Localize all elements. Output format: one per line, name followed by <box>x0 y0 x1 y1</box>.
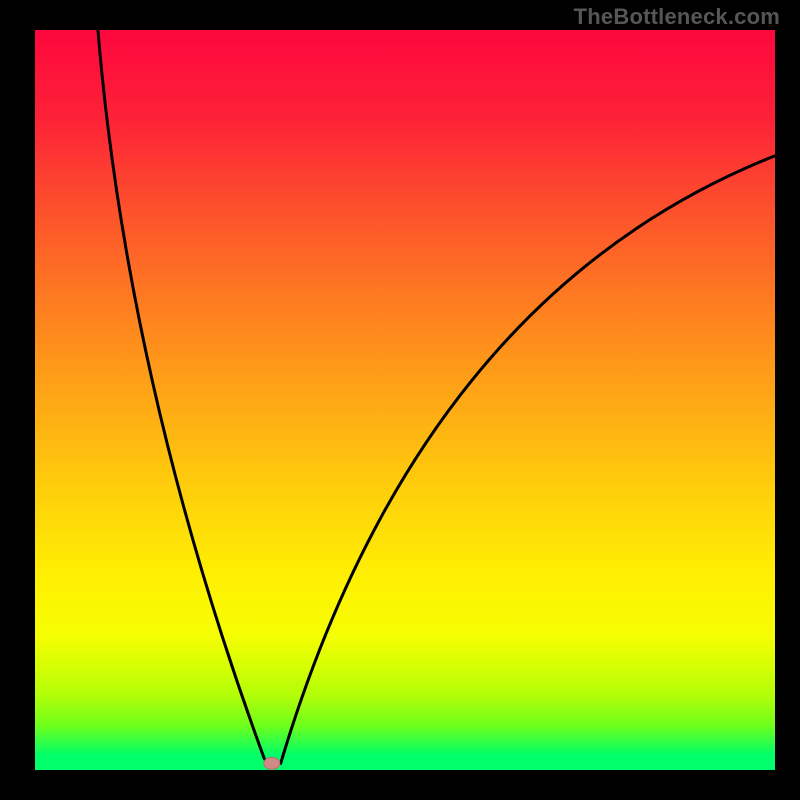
watermark-text: TheBottleneck.com <box>574 4 780 30</box>
gradient-background <box>35 30 775 770</box>
chart-frame: TheBottleneck.com <box>0 0 800 800</box>
bottleneck-chart <box>35 30 775 770</box>
optimal-point-marker <box>264 757 280 769</box>
